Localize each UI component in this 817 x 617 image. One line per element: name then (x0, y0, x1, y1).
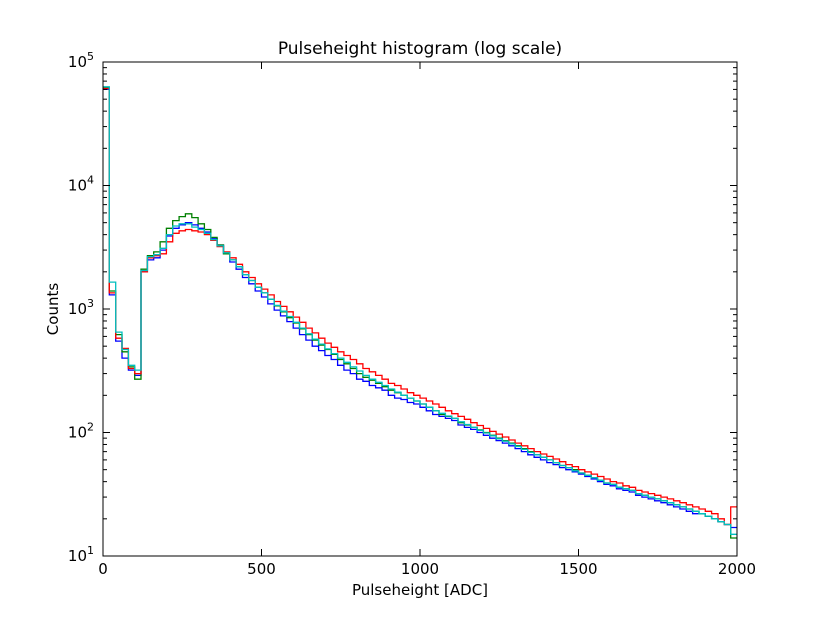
y-tick-label: 104 (68, 174, 94, 195)
x-tick-label: 1000 (401, 560, 439, 578)
x-tick-label: 2000 (718, 560, 756, 578)
y-tick-label: 105 (68, 50, 94, 71)
x-tick-label: 0 (98, 560, 108, 578)
y-tick-label: 101 (68, 544, 94, 565)
x-tick-label: 1500 (559, 560, 597, 578)
x-axis-label: Pulseheight [ADC] (352, 581, 488, 599)
x-tick-label: 500 (247, 560, 276, 578)
y-tick-label: 103 (68, 297, 94, 318)
y-axis: 101 102 103 104 105 (68, 50, 737, 565)
chart-title: Pulseheight histogram (log scale) (278, 39, 562, 59)
y-axis-label: Counts (44, 283, 62, 336)
y-tick-label: 102 (68, 421, 94, 442)
plot-area (103, 86, 737, 539)
series-line-4 (103, 86, 737, 535)
x-axis: 0 500 1000 1500 2000 (98, 62, 756, 578)
